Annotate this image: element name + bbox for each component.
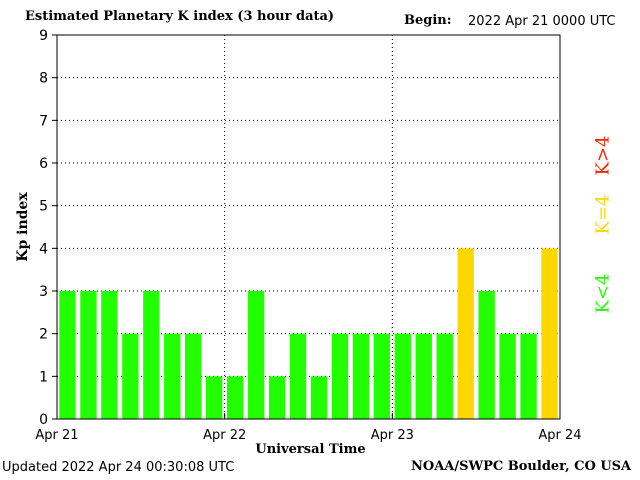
kp-bar-6 (164, 333, 181, 419)
kp-bar-24 (541, 248, 558, 419)
y-tick-label-5: 5 (39, 199, 48, 215)
source-credit: NOAA/SWPC Boulder, CO USA (411, 459, 632, 474)
begin-label: Begin: (404, 13, 452, 28)
legend-kp-less-than-4: K<4 (592, 273, 614, 314)
kp-bar-8 (206, 376, 223, 419)
kp-bar-17 (394, 333, 411, 419)
kp-bar-12 (289, 333, 307, 419)
chart-title: Estimated Planetary K index (3 hour data… (25, 9, 335, 24)
x-tick-label-0: Apr 21 (35, 428, 78, 443)
y-tick-label-1: 1 (39, 369, 48, 385)
kp-bar-23 (520, 333, 537, 419)
legend-kp-greater-than-4: K>4 (592, 135, 614, 176)
kp-bar-18 (415, 333, 432, 419)
legend-kp-equal-4: K=4 (592, 194, 614, 235)
x-axis-ticks: Apr 21 Apr 22 Apr 23 Apr 24 (35, 413, 582, 443)
kp-bar-5 (143, 291, 160, 419)
y-axis-label: Kp index (15, 192, 31, 262)
kp-bar-2 (80, 291, 97, 419)
begin-value: 2022 Apr 21 0000 UTC (468, 14, 616, 29)
y-tick-label-4: 4 (39, 241, 48, 257)
kp-bar-13 (310, 376, 328, 419)
kp-bar-15 (352, 333, 370, 419)
kp-bar-22 (499, 333, 516, 419)
updated-timestamp: Updated 2022 Apr 24 00:30:08 UTC (2, 460, 235, 475)
y-tick-label-7: 7 (39, 113, 48, 129)
kp-bar-16 (373, 333, 391, 419)
grid-lines (57, 35, 560, 419)
y-tick-label-0: 0 (39, 412, 48, 428)
y-tick-label-3: 3 (39, 284, 48, 300)
plot-frame (56, 34, 561, 420)
x-tick-label-3: Apr 24 (538, 428, 581, 443)
y-tick-label-9: 9 (39, 28, 48, 44)
kp-bar-1 (59, 291, 76, 419)
kp-bar-9 (226, 376, 244, 419)
x-tick-label-1: Apr 22 (203, 428, 246, 443)
kp-bar-4 (122, 333, 139, 419)
kp-bar-19 (436, 333, 453, 419)
kp-bar-20 (457, 248, 474, 419)
kp-bar-11 (268, 376, 286, 419)
y-tick-label-6: 6 (39, 156, 48, 172)
kp-bar-10 (247, 291, 265, 419)
x-axis-label: Universal Time (255, 442, 365, 457)
kp-bar-21 (478, 291, 495, 419)
bar-series (59, 248, 558, 419)
y-tick-label-8: 8 (39, 71, 48, 87)
kp-bar-14 (331, 333, 349, 419)
x-tick-label-2: Apr 23 (371, 428, 414, 443)
kp-bar-3 (101, 291, 118, 419)
y-axis-ticks: 0 1 2 3 4 5 6 7 8 9 (39, 28, 57, 428)
kp-bar-7 (185, 333, 202, 419)
y-tick-label-2: 2 (39, 327, 48, 343)
